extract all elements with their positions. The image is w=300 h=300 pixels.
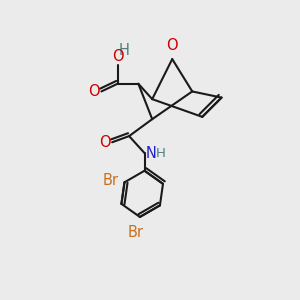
Text: O: O — [167, 38, 178, 53]
Text: H: H — [155, 146, 165, 160]
Text: O: O — [88, 84, 100, 99]
Text: O: O — [112, 49, 123, 64]
Text: H: H — [119, 43, 130, 58]
Text: N: N — [146, 146, 157, 160]
Text: Br: Br — [102, 173, 118, 188]
Text: Br: Br — [128, 225, 144, 240]
Text: O: O — [99, 135, 111, 150]
